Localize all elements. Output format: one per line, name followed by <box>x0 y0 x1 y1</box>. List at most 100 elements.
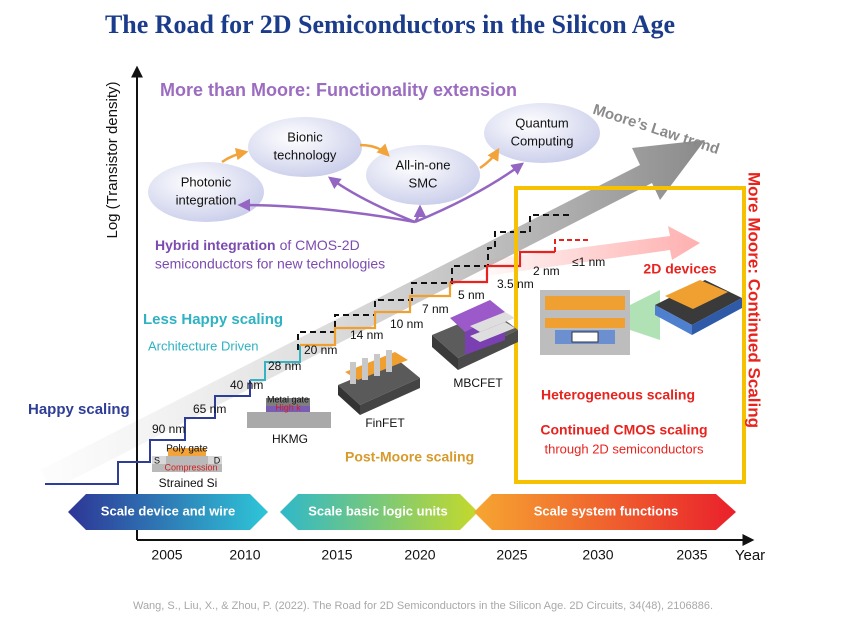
shape <box>266 406 310 412</box>
year-label: 2030 <box>582 547 613 563</box>
phase-arrow-label: Scale device and wire <box>101 503 235 518</box>
year-label: 2025 <box>496 547 527 563</box>
stair-red <box>450 250 555 284</box>
stair-post-moore <box>300 282 452 347</box>
shape <box>350 350 392 384</box>
shape <box>470 312 515 332</box>
phase-arrow <box>474 494 736 530</box>
arrow <box>414 162 525 224</box>
hybrid-bold: Hybrid integration <box>155 237 276 253</box>
arrow <box>237 198 416 224</box>
stair-red-dashed <box>554 239 590 252</box>
bubbles <box>148 103 600 222</box>
shape <box>362 358 368 380</box>
node-label: 5 nm <box>458 288 485 302</box>
orange-arrows <box>221 143 500 170</box>
arrow <box>221 147 249 164</box>
node-label: 2 nm <box>533 264 560 278</box>
phase-label: Happy scaling <box>28 401 130 418</box>
node-label: 20 nm <box>304 343 337 357</box>
shape <box>374 354 380 376</box>
more-moore-title: More Moore: Continued Scaling <box>745 172 764 428</box>
phase-arrow-label: Scale basic logic units <box>308 503 447 518</box>
heterogeneous-drawing <box>540 290 660 355</box>
mbcfet-drawing <box>432 300 518 370</box>
shape <box>450 300 505 332</box>
shape <box>152 456 222 472</box>
year-label: 2020 <box>404 547 435 563</box>
shape <box>545 296 625 310</box>
shape <box>470 322 515 342</box>
trend-arrow <box>40 140 705 490</box>
bubble-label: integration <box>176 192 237 207</box>
bubble-label: SMC <box>409 175 438 190</box>
bubble-label: Quantum <box>515 115 568 130</box>
shape <box>692 298 742 335</box>
device-label: FinFET <box>365 416 405 430</box>
title: The Road for 2D Semiconductors in the Si… <box>105 10 675 39</box>
texts: The Road for 2D Semiconductors in the Si… <box>28 10 765 612</box>
device-label: S <box>154 455 160 465</box>
stair-happy <box>45 380 251 485</box>
phase-arrow <box>280 494 478 530</box>
shape <box>665 280 728 309</box>
more-than-moore-title: More than Moore: Functionality extension <box>160 80 517 100</box>
hybrid-rest: of CMOS-2D <box>280 237 360 253</box>
y-axis-label: Log (Transistor density) <box>104 81 121 238</box>
arrow <box>479 147 500 170</box>
device-label: Strained Si <box>159 476 218 490</box>
phase-arrow-label: Scale system functions <box>534 503 679 518</box>
box-label: Heterogeneous scaling <box>541 387 695 403</box>
shape <box>386 350 392 372</box>
purple-arrows <box>237 162 525 224</box>
shape <box>571 331 599 343</box>
device-label: Metal gate <box>267 394 309 404</box>
bubble <box>484 103 600 163</box>
device-label: Compression <box>164 462 217 472</box>
bubble <box>148 162 264 222</box>
shape <box>350 362 356 384</box>
citation: Wang, S., Liu, X., & Zhou, P. (2022). Th… <box>133 600 713 612</box>
device-label: Poly gate <box>166 444 208 455</box>
phase-label: Post-Moore scaling <box>345 449 474 465</box>
shape <box>338 385 360 415</box>
year-label: 2035 <box>676 547 707 563</box>
box-label: Continued CMOS scaling <box>540 422 707 438</box>
bubble-label: Photonic <box>181 174 232 189</box>
shape <box>545 318 625 328</box>
x-axis-label: Year <box>735 547 765 564</box>
device-label: HKMG <box>272 432 308 446</box>
node-label: ≤1 nm <box>572 255 605 269</box>
shape <box>470 312 515 342</box>
device-label: D <box>214 455 221 465</box>
arrow <box>327 176 416 224</box>
phase-label: Architecture Driven <box>148 338 259 353</box>
bubble-label: Computing <box>511 133 574 148</box>
glow-arrow <box>470 226 700 278</box>
node-label: 7 nm <box>422 302 449 316</box>
node-label: 90 nm <box>152 422 185 436</box>
shape <box>168 448 206 456</box>
shape <box>630 290 660 340</box>
shape <box>432 335 458 370</box>
two-d-device-drawing <box>655 280 742 335</box>
hybrid-text: Hybrid integration of CMOS-2D <box>155 237 360 253</box>
year-label: 2015 <box>321 547 352 563</box>
shape <box>266 398 310 406</box>
box-label: through 2D semiconductors <box>545 441 704 456</box>
shape <box>208 456 222 464</box>
phase-label: Less Happy scaling <box>143 311 283 328</box>
stair-less-happy <box>250 345 301 381</box>
arrow <box>359 143 390 157</box>
bubble <box>248 117 362 177</box>
device-label: High k <box>275 402 301 412</box>
strained-si-drawing <box>152 448 222 472</box>
bubble-label: All-in-one <box>396 157 451 172</box>
year-label: 2010 <box>229 547 260 563</box>
bubble <box>366 145 480 205</box>
shape <box>655 305 692 335</box>
bubble-label: Bionic <box>287 129 323 144</box>
shape <box>152 456 166 464</box>
node-label: 10 nm <box>390 317 423 331</box>
